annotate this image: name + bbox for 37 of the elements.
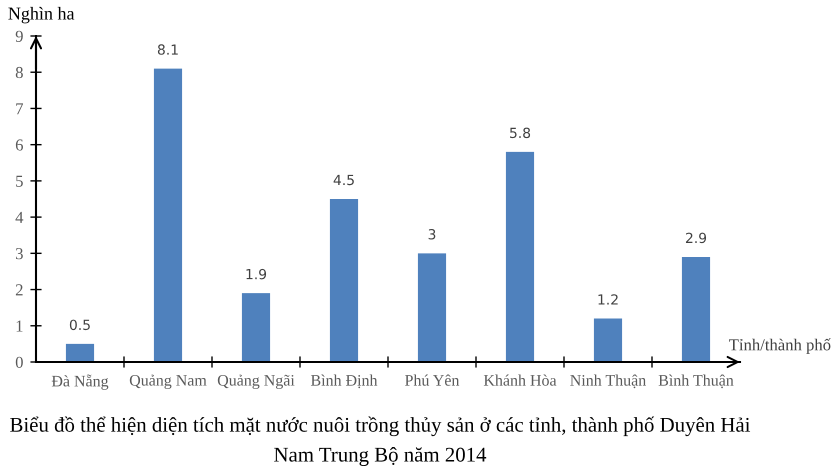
x-tick-label: Quảng Ngãi (218, 374, 295, 389)
x-axis-title: Tỉnh/thành phố (729, 338, 831, 354)
y-tick-label: 1 (16, 320, 22, 332)
y-tick-label: 8 (16, 66, 23, 78)
y-tick-label: 9 (16, 30, 23, 42)
bar (154, 68, 182, 362)
y-tick-label: 7 (16, 103, 24, 114)
data-label: 1.2 (598, 294, 618, 305)
bar (66, 344, 94, 362)
data-label: 8.1 (158, 44, 178, 55)
data-label: 5.8 (510, 128, 530, 138)
y-tick-label: 3 (16, 248, 23, 260)
y-tick-label: 0 (16, 356, 23, 368)
y-axis-title: Nghìn ha (8, 6, 74, 24)
data-label: 3 (428, 229, 436, 240)
x-tick-label: Phú Yên (405, 374, 460, 386)
x-tick-label: Bình Định (310, 374, 378, 388)
y-tick-label: 5 (16, 176, 23, 187)
bar (594, 318, 622, 362)
x-tick-label: Đà Nẵng (52, 374, 108, 390)
y-tick-label: 2 (16, 284, 23, 296)
y-tick-label: 4 (15, 212, 24, 223)
x-tick-label: Quảng Nam (130, 374, 207, 389)
bar (682, 256, 710, 362)
data-label: 1.9 (246, 268, 266, 280)
data-label: 4.5 (334, 174, 354, 186)
x-tick-label: Bình Thuận (658, 374, 734, 388)
bar (330, 199, 358, 362)
y-tick-label: 6 (16, 139, 24, 151)
text: Biểu đồ thể hiện diện tích mặt nước nuôi trồng thủy sản ở các tỉnh, thành phố Duyên Hải Nam Trung Bộ năm 2014 (10, 416, 750, 466)
bar (506, 152, 534, 362)
x-tick-label: Khánh Hòa (484, 374, 556, 386)
data-label: 0.5 (70, 320, 90, 330)
x-tick-label: Ninh Thuận (570, 374, 646, 388)
bar (242, 293, 270, 362)
bar (418, 253, 446, 362)
data-label: 2.9 (686, 232, 706, 244)
